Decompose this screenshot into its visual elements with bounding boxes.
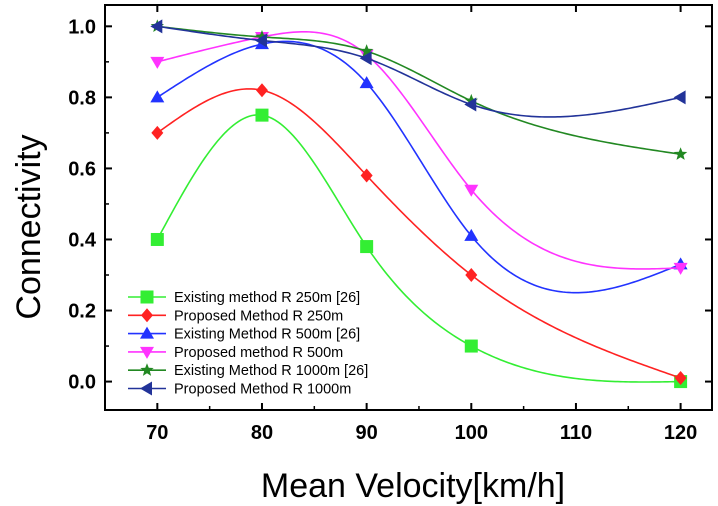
data-point-s1 bbox=[255, 108, 269, 122]
data-point-s3 bbox=[150, 90, 165, 103]
data-point-s3 bbox=[359, 76, 374, 89]
data-point-s6 bbox=[359, 51, 372, 66]
series-line-5 bbox=[157, 25, 681, 156]
data-point-s6 bbox=[464, 97, 477, 112]
legend-marker-3 bbox=[140, 326, 154, 339]
legend-label-4: Proposed method R 500m bbox=[174, 345, 343, 361]
data-point-s2 bbox=[674, 371, 687, 386]
data-point-s2 bbox=[360, 168, 373, 183]
data-point-s6 bbox=[673, 90, 686, 105]
x-tick-label: 90 bbox=[356, 422, 378, 444]
data-point-s5 bbox=[359, 44, 374, 57]
y-tick-label: 0.8 bbox=[68, 87, 96, 109]
x-tick-label: 70 bbox=[146, 422, 168, 444]
data-point-s2 bbox=[465, 268, 478, 282]
x-tick-label: 100 bbox=[455, 422, 488, 444]
data-point-s2 bbox=[151, 125, 164, 140]
y-axis-title: Connectivity bbox=[10, 134, 48, 319]
data-point-s1 bbox=[360, 240, 374, 254]
legend-label-6: Proposed Method R 1000m bbox=[174, 382, 351, 398]
legend-label-3: Existing Method R 500m [26] bbox=[174, 327, 360, 343]
x-tick-label: 120 bbox=[664, 422, 697, 444]
series-line-4 bbox=[157, 30, 681, 270]
legend-marker-4 bbox=[140, 346, 154, 359]
data-point-s3 bbox=[464, 228, 479, 241]
legend-marker-6 bbox=[140, 381, 152, 396]
legend-marker-2 bbox=[141, 308, 153, 323]
data-point-s4 bbox=[150, 56, 165, 69]
y-tick-label: 0.2 bbox=[68, 301, 96, 323]
data-point-s1 bbox=[150, 232, 164, 246]
plot-frame bbox=[104, 4, 713, 411]
data-point-s5 bbox=[673, 147, 688, 160]
x-tick-label: 80 bbox=[251, 422, 273, 444]
legend-label-5: Existing Method R 1000m [26] bbox=[174, 363, 368, 379]
legend-label-2: Proposed Method R 250m bbox=[174, 308, 343, 324]
data-point-s4 bbox=[673, 262, 688, 275]
series-line-6 bbox=[157, 25, 681, 118]
data-point-s6 bbox=[150, 19, 163, 34]
series-line-3 bbox=[156, 40, 681, 294]
y-tick-label: 0.6 bbox=[68, 158, 96, 180]
x-axis-title: Mean Velocity[km/h] bbox=[261, 467, 565, 505]
data-point-s1 bbox=[464, 339, 478, 353]
data-point-s2 bbox=[255, 83, 268, 98]
y-tick-label: 1.0 bbox=[68, 16, 96, 38]
data-point-s4 bbox=[464, 184, 479, 197]
data-point-s6 bbox=[254, 33, 267, 48]
y-tick-label: 0.0 bbox=[68, 372, 96, 394]
series-line-2 bbox=[156, 88, 681, 379]
y-tick-label: 0.4 bbox=[68, 229, 97, 251]
x-tick-label: 110 bbox=[560, 422, 592, 444]
data-point-s5 bbox=[464, 93, 478, 107]
legend-marker-1 bbox=[140, 290, 154, 304]
legend-marker-5 bbox=[140, 363, 154, 376]
legend-label-1: Existing method R 250m [26] bbox=[174, 290, 360, 306]
series-line-1 bbox=[156, 114, 681, 383]
data-point-s5 bbox=[255, 29, 269, 43]
